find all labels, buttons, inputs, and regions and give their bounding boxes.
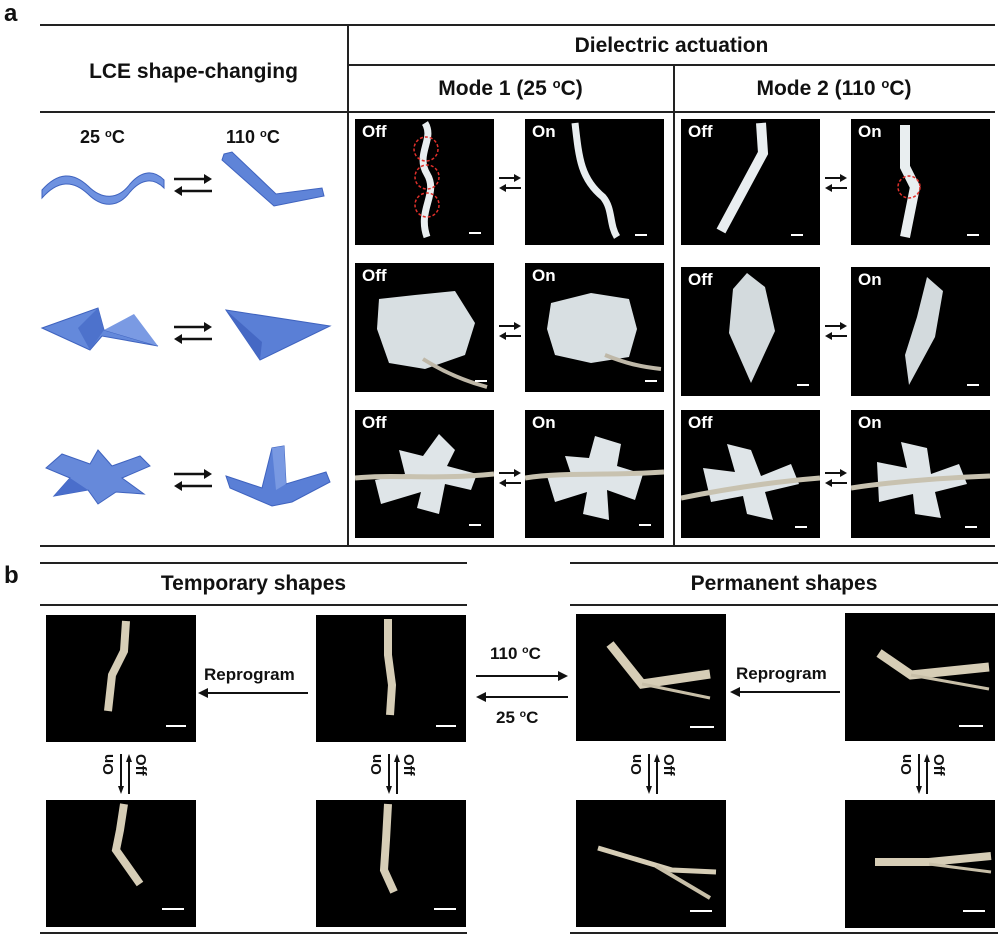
lce-cross-sheet-25c — [45, 449, 151, 505]
lce-exchange-arrows-row2 — [172, 320, 214, 346]
temporary-shapes-header: Temporary shapes — [160, 572, 347, 595]
permanent-header-rule — [570, 604, 998, 606]
mode1-row2-off-photo: Off — [355, 263, 494, 392]
mode2-row3-on-photo: On — [851, 410, 990, 538]
mode1-header: Mode 1 (25 oC) — [438, 76, 583, 101]
lce-folded-sheet-110c — [224, 309, 332, 361]
mode2-row3-arrows — [824, 468, 848, 488]
panel-a-header-rule — [40, 111, 995, 113]
mode2-row1-on-photo: On — [851, 119, 990, 245]
on-off-indicator-4: On Off — [898, 752, 948, 796]
mode1-row3-arrows — [498, 468, 522, 488]
mode2-row1-arrows — [824, 173, 848, 193]
permanent-shape2-off-photo — [845, 613, 995, 741]
temporary-shape1-on-photo — [46, 800, 196, 927]
mode1-row3-off-photo: Off — [355, 410, 494, 538]
mode1-row2-arrows — [498, 321, 522, 341]
panel-a-top-rule — [40, 24, 995, 26]
mode2-row2-off-photo: Off — [681, 267, 820, 396]
mode1-row1-on-photo: On — [525, 119, 664, 245]
reprogram-arrow-permanent — [730, 687, 840, 697]
permanent-shape2-on-photo — [845, 800, 995, 928]
on-off-indicator-3: On Off — [628, 752, 678, 796]
permanent-shapes-header: Permanent shapes — [690, 572, 878, 595]
panel-a-divider — [347, 24, 349, 546]
permanent-top-rule — [570, 562, 998, 564]
temporary-shape2-on-photo — [316, 800, 466, 927]
lce-cross-sheet-110c — [225, 445, 331, 507]
mode1-row2-on-photo: On — [525, 263, 664, 392]
permanent-shape1-on-photo — [576, 800, 726, 927]
on-off-indicator-2: On Off — [368, 752, 418, 796]
mode2-row2-on-photo: On — [851, 267, 990, 396]
temp-label-25: 25 oC — [80, 127, 125, 147]
reprogram-arrow-temporary — [198, 688, 308, 698]
temporary-top-rule — [40, 562, 467, 564]
temp-forward-label: 110 oC — [490, 644, 541, 663]
mode-divider — [673, 64, 675, 546]
lce-header: LCE shape-changing — [89, 60, 298, 83]
temporary-shape1-off-photo — [46, 615, 196, 742]
mode2-header: Mode 2 (110 oC) — [756, 76, 912, 101]
lce-exchange-arrows-row1 — [172, 172, 214, 198]
mode1-row1-off-photo: Off — [355, 119, 494, 245]
mode2-row2-arrows — [824, 321, 848, 341]
cool-arrow — [476, 692, 568, 702]
panel-b-label: b — [4, 562, 19, 589]
permanent-bottom-rule — [570, 932, 998, 934]
panel-a-label: a — [4, 0, 18, 27]
on-off-indicator-1: On Off — [100, 752, 150, 796]
mode1-row1-arrows — [498, 173, 522, 193]
mode2-row3-off-photo: Off — [681, 410, 820, 538]
dielectric-header: Dielectric actuation — [574, 34, 769, 57]
temporary-header-rule — [40, 604, 467, 606]
mode-header-rule — [348, 64, 995, 66]
mode2-row1-off-photo: Off — [681, 119, 820, 245]
heat-arrow — [476, 671, 568, 681]
mode1-row3-on-photo: On — [525, 410, 664, 538]
temp-back-label: 25 oC — [496, 708, 539, 727]
panel-a-bottom-rule — [40, 545, 995, 547]
lce-bent-strip-110c — [221, 151, 325, 207]
temp-label-110: 110 oC — [226, 127, 280, 147]
lce-exchange-arrows-row3 — [172, 467, 214, 493]
temporary-bottom-rule — [40, 932, 467, 934]
lce-folded-sheet-25c — [40, 307, 159, 351]
permanent-shape1-off-photo — [576, 614, 726, 741]
reprogram-label-temporary: Reprogram — [204, 665, 295, 684]
reprogram-label-permanent: Reprogram — [736, 664, 827, 683]
lce-wavy-strip-25c — [41, 172, 165, 205]
temporary-shape2-off-photo — [316, 615, 466, 742]
